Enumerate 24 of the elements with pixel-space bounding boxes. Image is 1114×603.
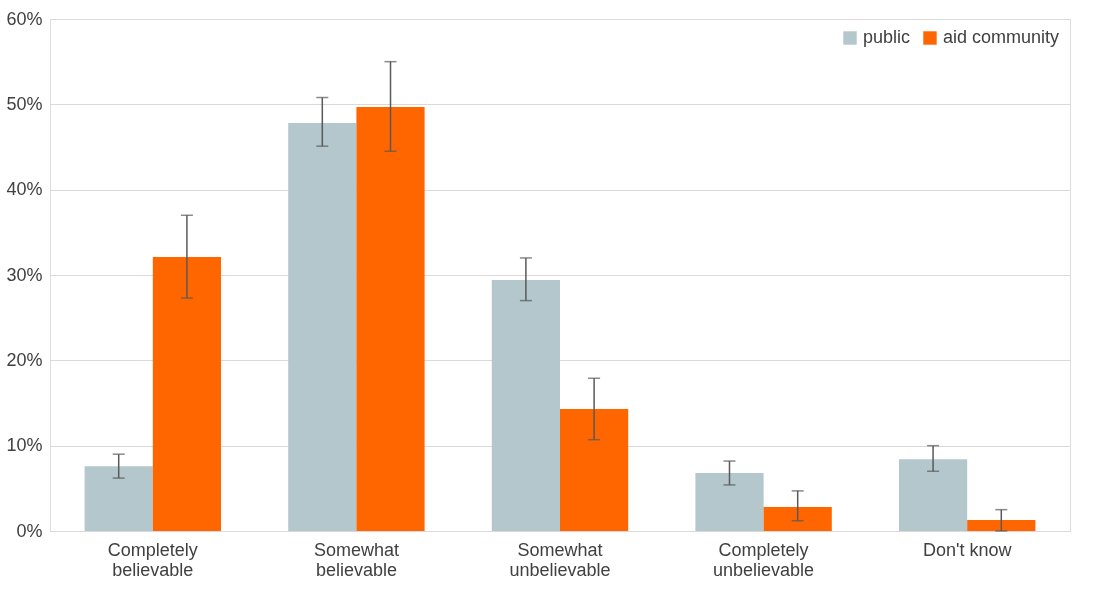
y-tick-label: 30% xyxy=(6,264,43,285)
legend-label: aid community xyxy=(943,27,1060,47)
bar xyxy=(288,123,357,531)
y-tick-label: 40% xyxy=(6,179,43,200)
bar xyxy=(152,257,222,531)
y-tick-label: 50% xyxy=(6,93,43,114)
x-tick-label: Completely believable xyxy=(107,539,198,580)
y-tick-label: 60% xyxy=(6,8,43,29)
legend-label: public xyxy=(863,27,911,47)
x-tick-label: Completely unbelievable xyxy=(713,539,815,580)
y-tick-label: 0% xyxy=(16,520,43,541)
bar xyxy=(898,459,968,531)
bar xyxy=(967,519,1036,531)
bar xyxy=(695,472,764,531)
bar xyxy=(84,466,153,531)
y-tick-label: 10% xyxy=(6,435,43,456)
x-tick-label: Somewhat believable xyxy=(313,539,399,580)
x-tick-label: Don't know xyxy=(922,539,1013,560)
y-tick-label: 20% xyxy=(6,349,43,370)
bar xyxy=(560,408,629,531)
bar xyxy=(763,507,832,531)
x-tick-label: Somewhat unbelievable xyxy=(509,539,611,580)
bar xyxy=(491,280,560,531)
bar xyxy=(356,106,425,531)
